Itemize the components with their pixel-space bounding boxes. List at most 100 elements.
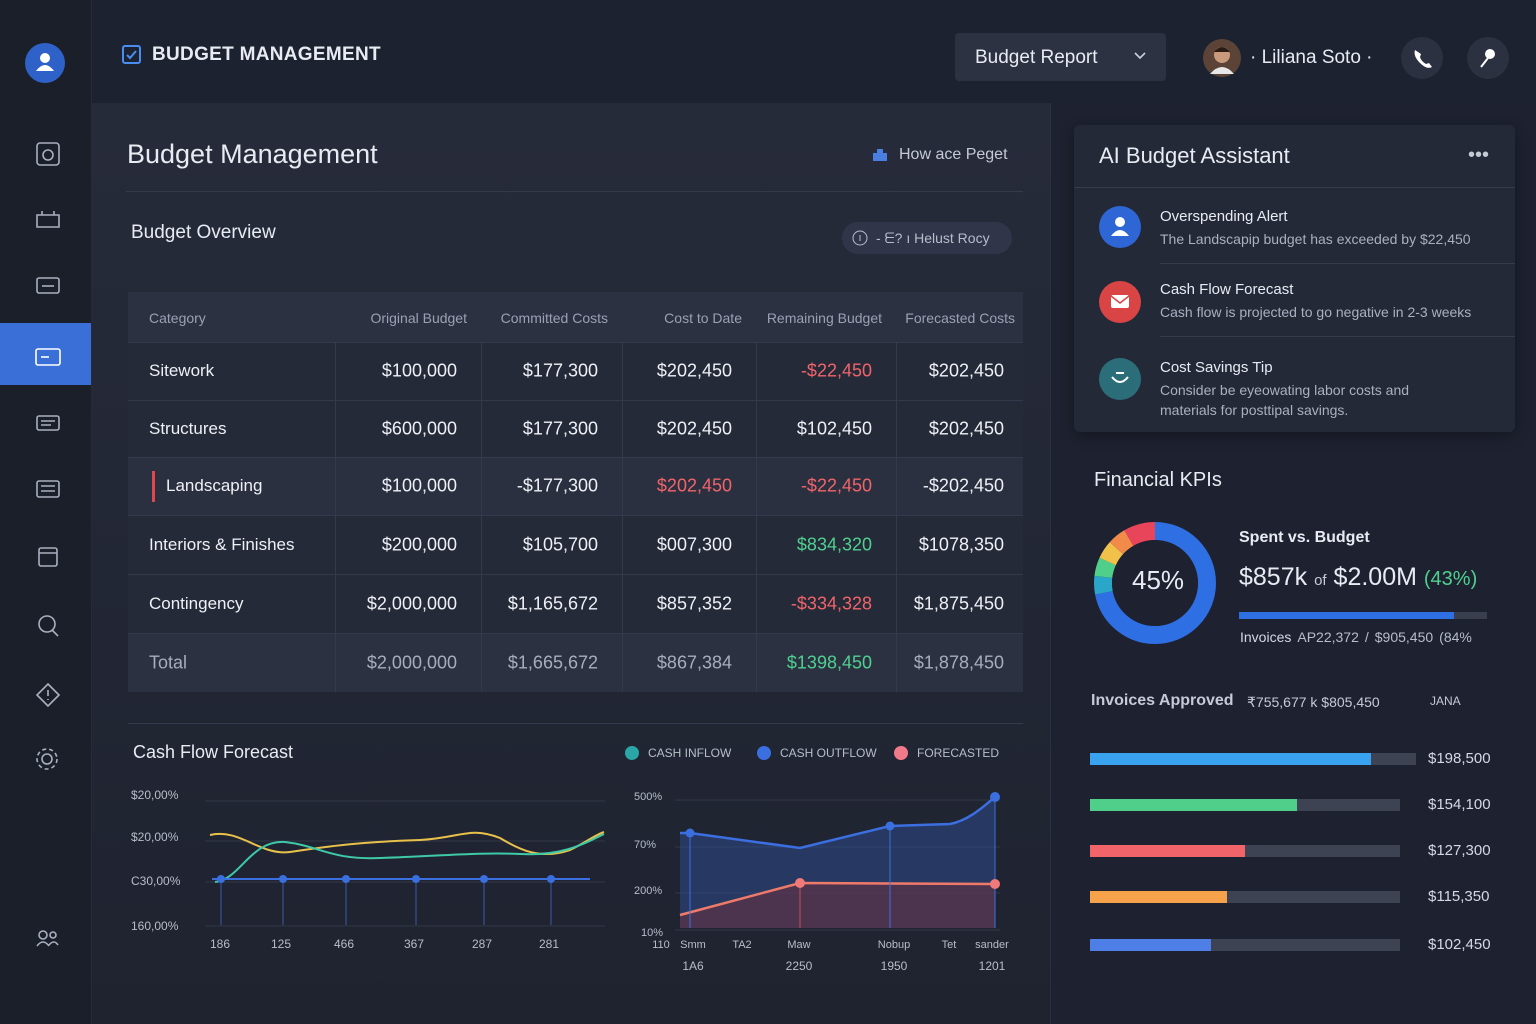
donut-label: 45% (1132, 565, 1185, 595)
report-select-label: Budget Report (975, 47, 1098, 68)
user-name-text: Liliana Soto (1261, 47, 1361, 68)
table-cell: Structures (149, 418, 227, 438)
y-tick-label: 160,00% (131, 919, 179, 933)
table-cell: -$177,300 (516, 475, 598, 496)
column-line (481, 342, 482, 692)
column-header: Category (149, 310, 206, 326)
bar-label: $102,450 (1428, 936, 1491, 953)
y-tick-label: 10% (641, 927, 664, 939)
y-tick-label: $20,00% (131, 788, 179, 802)
overview-badge[interactable]: - ᗴ? ı Helust Rocy (842, 222, 1012, 254)
page-link[interactable]: How ace Peget (899, 146, 1008, 163)
legend-label: CASH OUTFLOW (780, 746, 877, 760)
x-tick-label: 287 (472, 937, 493, 951)
x-tick-label: 367 (404, 937, 425, 951)
table-cell: -$22,450 (800, 360, 872, 381)
inflow-line (209, 831, 605, 855)
x-tick-label: Tet (941, 939, 957, 951)
assistant-card (1074, 125, 1515, 432)
legend-label: CASH INFLOW (648, 746, 732, 760)
x-tick-label: 466 (334, 937, 355, 951)
x-tick-label: Maw (787, 939, 811, 951)
app-title: BUDGET MANAGEMENT (152, 44, 381, 65)
invoices-part: ΑΡ22,372 (1297, 629, 1359, 645)
column-header: Original Budget (370, 310, 467, 326)
user-avatar[interactable] (1202, 38, 1242, 78)
bar-fill (1090, 799, 1297, 811)
divider (128, 723, 1023, 724)
column-header: Forecasted Costs (905, 310, 1015, 326)
table-cell: $105,700 (522, 534, 598, 554)
row-line (128, 633, 1023, 634)
table-cell: $177,300 (522, 360, 598, 381)
of: of (1314, 572, 1327, 589)
table-highlight-row (128, 457, 1023, 515)
table-cell: Contingency (149, 593, 244, 613)
table-cell: $1078,350 (918, 534, 1004, 554)
spent-summary: $857k of $2.00M (43%) (1239, 563, 1477, 592)
x-tick-label: 110 (652, 939, 670, 951)
link-icon (873, 149, 887, 161)
approved-values: ₹755,677 k $805,450 (1247, 694, 1380, 710)
legend-swatch (625, 746, 639, 760)
column-header: Cost to Date (664, 310, 742, 326)
active-nav (0, 323, 91, 385)
budget: $2.00M (1333, 563, 1417, 591)
alert-text: Consider be eyeowating labor costs and m… (1160, 382, 1410, 418)
table-cell: $1398,450 (786, 652, 872, 672)
x-tick-label: 125 (271, 937, 292, 951)
kpi-title: Financial KPIs (1094, 469, 1222, 491)
table-cell: -$22,450 (800, 475, 872, 496)
bar-label: $154,100 (1428, 796, 1491, 813)
bar-fill (1090, 939, 1211, 951)
invoices-part: (84% (1439, 629, 1472, 645)
top-bar: BUDGET MANAGEMENT Budget Report · Lilian… (92, 0, 1536, 103)
table-cell: $1,165,672 (507, 593, 598, 613)
y-tick-label: $20,00% (131, 830, 179, 844)
divider (126, 191, 1023, 192)
assistant-title: AI Budget Assistant (1099, 143, 1290, 168)
info-icon (852, 230, 868, 246)
invoices-part: / (1364, 629, 1369, 645)
table-cell: $202,450 (656, 475, 732, 496)
table-cell: $102,450 (796, 418, 872, 438)
x-sub-label: 1A6 (682, 959, 704, 973)
x-tick-label: 281 (539, 937, 560, 951)
y-tick-label: 200% (634, 885, 663, 897)
table-cell: $202,450 (656, 418, 732, 438)
bar-fill (1090, 891, 1227, 903)
legend-swatch (894, 746, 908, 760)
logo[interactable] (25, 43, 65, 83)
table-cell: $1,665,672 (507, 652, 598, 672)
user-name[interactable]: · Liliana Soto · (1250, 47, 1373, 68)
y-tick-label: 70% (634, 839, 657, 851)
divider (1074, 187, 1515, 188)
x-sub-label: 1950 (880, 959, 908, 973)
percent: (43%) (1423, 568, 1478, 590)
spent-track (1239, 612, 1487, 619)
phone-button[interactable] (1401, 37, 1443, 79)
pin-button[interactable] (1467, 37, 1509, 79)
row-line (128, 574, 1023, 575)
bar-fill (1090, 845, 1245, 857)
y-tick-label: C30,00% (131, 874, 181, 888)
more-menu[interactable]: ••• (1468, 144, 1490, 166)
overview-title: Budget Overview (131, 222, 276, 243)
x-sub-label: 2250 (785, 959, 813, 973)
bar-label: $127,300 (1428, 842, 1491, 859)
table-cell: $2,000,000 (366, 593, 457, 613)
spent: $857k (1239, 563, 1308, 591)
left-chart-grid (205, 800, 605, 927)
alert-text: The Landscapip budget has exceeded by $2… (1160, 231, 1471, 247)
page-title: Budget Management (127, 139, 378, 169)
row-marker (152, 471, 155, 502)
outflow-line (214, 833, 605, 883)
x-tick-label: TA2 (732, 939, 752, 951)
table-cell: Total (149, 652, 188, 672)
table-cell: $2,000,000 (366, 652, 457, 672)
divider (1160, 263, 1515, 264)
nav-icons[interactable] (0, 0, 91, 1024)
report-select[interactable]: Budget Report (955, 33, 1166, 81)
alert-text: Cash flow is projected to go negative in… (1160, 304, 1472, 320)
column-header: Remaining Budget (766, 310, 882, 326)
